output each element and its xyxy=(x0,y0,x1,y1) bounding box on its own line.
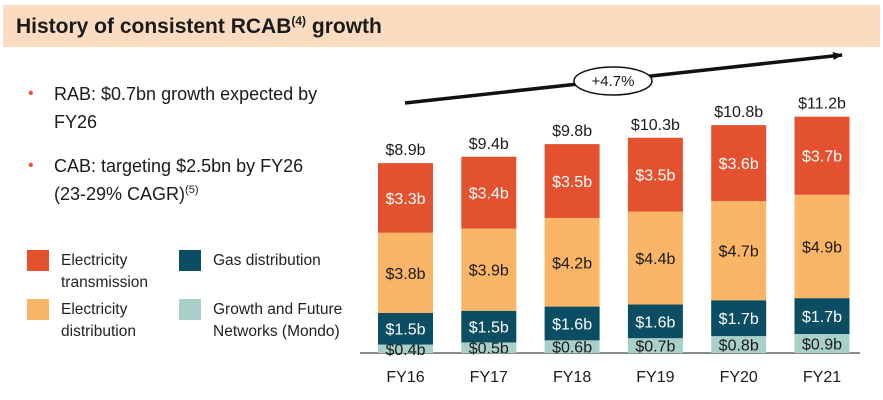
bar-segment-fy16-2 xyxy=(378,232,433,313)
segment-value-label: $4.9b xyxy=(802,239,842,256)
legend-swatch xyxy=(179,299,201,320)
legend-item-gas-distribution: Gas distribution xyxy=(179,250,329,272)
bar-segment-fy19-0 xyxy=(627,338,683,353)
segment-value-label: $1.7b xyxy=(802,309,842,326)
bar-segment-fy18-2 xyxy=(544,217,600,307)
segment-value-label: $3.6b xyxy=(719,156,759,173)
bullet-footnote: (5) xyxy=(185,184,199,196)
bullet-item-rab: • RAB: $0.7bn growth expected by FY26 xyxy=(28,82,328,134)
segment-value-label: $0.5b xyxy=(469,341,509,358)
segment-value-label: $1.6b xyxy=(552,316,592,333)
segment-value-label: $0.8b xyxy=(719,338,759,355)
bar-segment-fy21-1 xyxy=(794,298,850,335)
legend-item-electricity-transmission: Electricity transmission xyxy=(27,250,167,294)
bar-segment-fy18-0 xyxy=(544,340,600,353)
bar-segment-fy19-3 xyxy=(627,137,683,212)
x-tick-label: FY16 xyxy=(386,369,424,386)
x-tick-label: FY18 xyxy=(553,369,591,386)
bar-segment-fy20-2 xyxy=(711,201,767,301)
legend-label: Gas distribution xyxy=(213,252,321,269)
x-tick-label: FY20 xyxy=(720,369,758,386)
segment-value-label: $1.5b xyxy=(469,320,509,337)
bar-segment-fy16-3 xyxy=(378,163,433,233)
legend-label: Electricity distribution xyxy=(61,301,136,340)
bar-segment-fy17-1 xyxy=(461,310,517,343)
bullet-item-cab: • CAB: targeting $2.5bn by FY26 (23-29% … xyxy=(28,154,328,206)
bar-segment-fy18-1 xyxy=(544,306,600,341)
bar-segment-fy17-0 xyxy=(461,342,517,353)
bar-total-label: $11.2b xyxy=(798,96,846,113)
segment-value-label: $3.9b xyxy=(469,263,509,280)
bullet-dot-icon: • xyxy=(28,157,34,174)
legend-item-growth-future-networks: Growth and Future Networks (Mondo) xyxy=(179,299,349,343)
x-tick-label: FY21 xyxy=(803,369,841,386)
segment-value-label: $1.7b xyxy=(719,311,759,328)
title-footnote: (4) xyxy=(291,13,307,28)
bar-total-label: $10.3b xyxy=(631,117,680,134)
segment-value-label: $1.5b xyxy=(385,322,425,339)
legend-swatch xyxy=(27,299,49,320)
x-tick-label: FY19 xyxy=(636,369,674,386)
bar-segment-fy21-3 xyxy=(794,116,850,195)
bar-segment-fy16-1 xyxy=(378,312,433,345)
segment-value-label: $3.3b xyxy=(385,191,425,208)
legend-swatch xyxy=(179,250,201,271)
bar-segment-fy21-0 xyxy=(794,334,850,353)
title-bar: History of consistent RCAB(4) growth xyxy=(3,5,880,47)
segment-value-label: $3.5b xyxy=(635,168,675,185)
page-title: History of consistent RCAB(4) growth xyxy=(16,13,382,38)
segment-value-label: $4.4b xyxy=(635,251,675,268)
bullet-text: CAB: targeting $2.5bn by FY26 (23-29% CA… xyxy=(54,156,304,204)
segment-value-label: $3.7b xyxy=(802,149,842,166)
bar-segment-fy19-1 xyxy=(627,304,683,339)
bar-segment-fy20-3 xyxy=(711,125,767,202)
legend-label: Electricity transmission xyxy=(61,252,148,291)
segment-value-label: $4.2b xyxy=(552,255,592,272)
segment-value-label: $3.5b xyxy=(552,174,592,191)
segment-value-label: $0.7b xyxy=(635,339,675,356)
bullet-dot-icon: • xyxy=(28,85,34,102)
bar-segment-fy21-2 xyxy=(794,194,850,299)
legend-swatch xyxy=(27,250,49,271)
bar-segment-fy20-1 xyxy=(711,300,767,337)
cagr-badge xyxy=(573,66,653,96)
bar-segment-fy16-0 xyxy=(378,344,433,353)
bar-total-label: $9.4b xyxy=(469,136,509,153)
bar-segment-fy18-3 xyxy=(544,144,600,218)
legend-item-electricity-distribution: Electricity distribution xyxy=(27,299,167,343)
segment-value-label: $1.6b xyxy=(635,314,675,331)
bullet-list: • RAB: $0.7bn growth expected by FY26 • … xyxy=(28,82,328,226)
segment-value-label: $0.9b xyxy=(802,337,842,354)
bar-segment-fy17-3 xyxy=(461,156,517,229)
bar-total-label: $9.8b xyxy=(552,123,592,140)
segment-value-label: $0.4b xyxy=(385,342,425,359)
bar-segment-fy17-2 xyxy=(461,228,517,311)
segment-value-label: $3.4b xyxy=(469,186,509,203)
legend-label: Growth and Future Networks (Mondo) xyxy=(213,301,343,340)
bullet-text: RAB: $0.7bn growth expected by FY26 xyxy=(54,84,318,132)
x-tick-label: FY17 xyxy=(470,369,508,386)
bar-total-label: $10.8b xyxy=(714,104,763,121)
bar-segment-fy20-0 xyxy=(711,336,767,353)
segment-value-label: $3.8b xyxy=(385,266,425,283)
bar-segment-fy19-2 xyxy=(627,211,683,305)
cagr-label: +4.7% xyxy=(592,73,635,90)
chart-legend: Electricity transmission Gas distributio… xyxy=(27,250,357,370)
bar-total-label: $8.9b xyxy=(385,142,425,159)
bar-group: $0.4b $1.5b $3.8b $3.3b $8.9b FY16 $0.5b $1.5b $… xyxy=(378,96,850,386)
segment-value-label: $0.6b xyxy=(552,340,592,357)
segment-value-label: $4.7b xyxy=(719,244,759,261)
